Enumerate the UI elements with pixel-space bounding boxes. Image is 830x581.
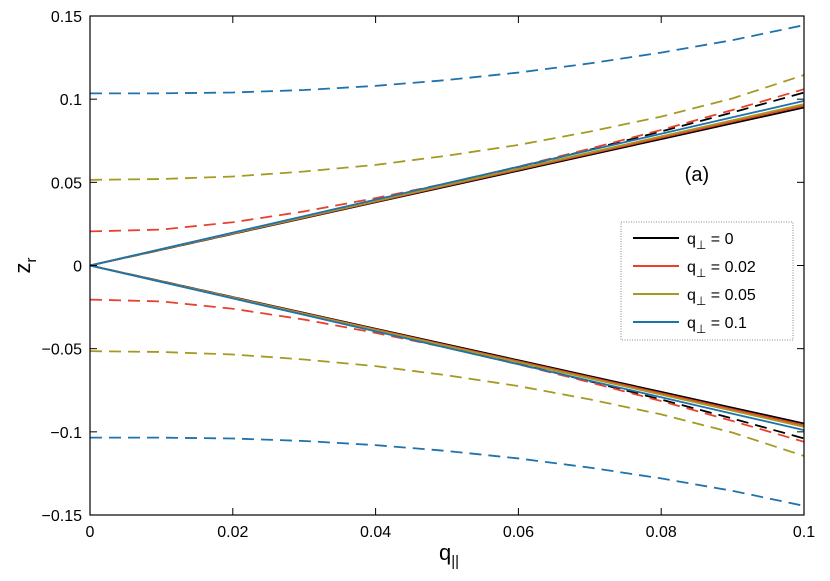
x-tick-label: 0.06 <box>503 524 534 541</box>
x-tick-label: 0.02 <box>217 524 248 541</box>
series-1-dashed-lower-line <box>89 298 805 443</box>
legend-entry-label: q⊥ = 0.02 <box>687 259 756 280</box>
series-1-dashed-upper-line <box>89 88 805 233</box>
y-tick-label: 0.15 <box>51 9 82 26</box>
x-tick-label: 0.1 <box>793 524 815 541</box>
legend-entry-label: q⊥ = 0.1 <box>687 315 747 336</box>
series-layer <box>89 24 805 507</box>
y-tick-label: −0.15 <box>42 508 83 525</box>
y-axis-label: zr <box>10 258 40 274</box>
series-3-solid-upper-line <box>89 99 805 267</box>
ticks-layer: 0 0.02 0.04 0.06 0.08 0.1 −0.15 −0.1 −0.05 0 0.05 0… <box>42 9 816 541</box>
x-tick-label: 0.04 <box>360 524 391 541</box>
series-2-dashed-upper-line <box>89 74 805 181</box>
y-tick-label: 0.05 <box>51 175 82 192</box>
legend-entry-label: q⊥ = 0.05 <box>687 287 756 308</box>
x-tick-label: 0.08 <box>646 524 677 541</box>
y-tick-label: 0 <box>73 259 82 276</box>
y-tick-label: 0.1 <box>60 92 82 109</box>
panel-annotation: (a) <box>685 164 709 186</box>
x-tick-label: 0 <box>86 524 95 541</box>
series-3-dashed-upper-line <box>90 24 805 95</box>
x-axis-label: q|| <box>439 540 459 570</box>
series-3-dashed-lower-line <box>90 436 805 507</box>
series-2-dashed-lower-line <box>89 350 805 457</box>
y-tick-label: −0.05 <box>42 342 83 359</box>
plot-frame <box>89 15 805 516</box>
series-3-solid-lower-line <box>89 264 805 432</box>
legend-box <box>620 221 794 341</box>
legend: q⊥ = 0 q⊥ = 0.02 q⊥ = 0.05 q⊥ = 0.1 <box>620 221 794 341</box>
legend-entry-label: q⊥ = 0 <box>687 231 734 252</box>
y-tick-label: −0.1 <box>50 425 82 442</box>
